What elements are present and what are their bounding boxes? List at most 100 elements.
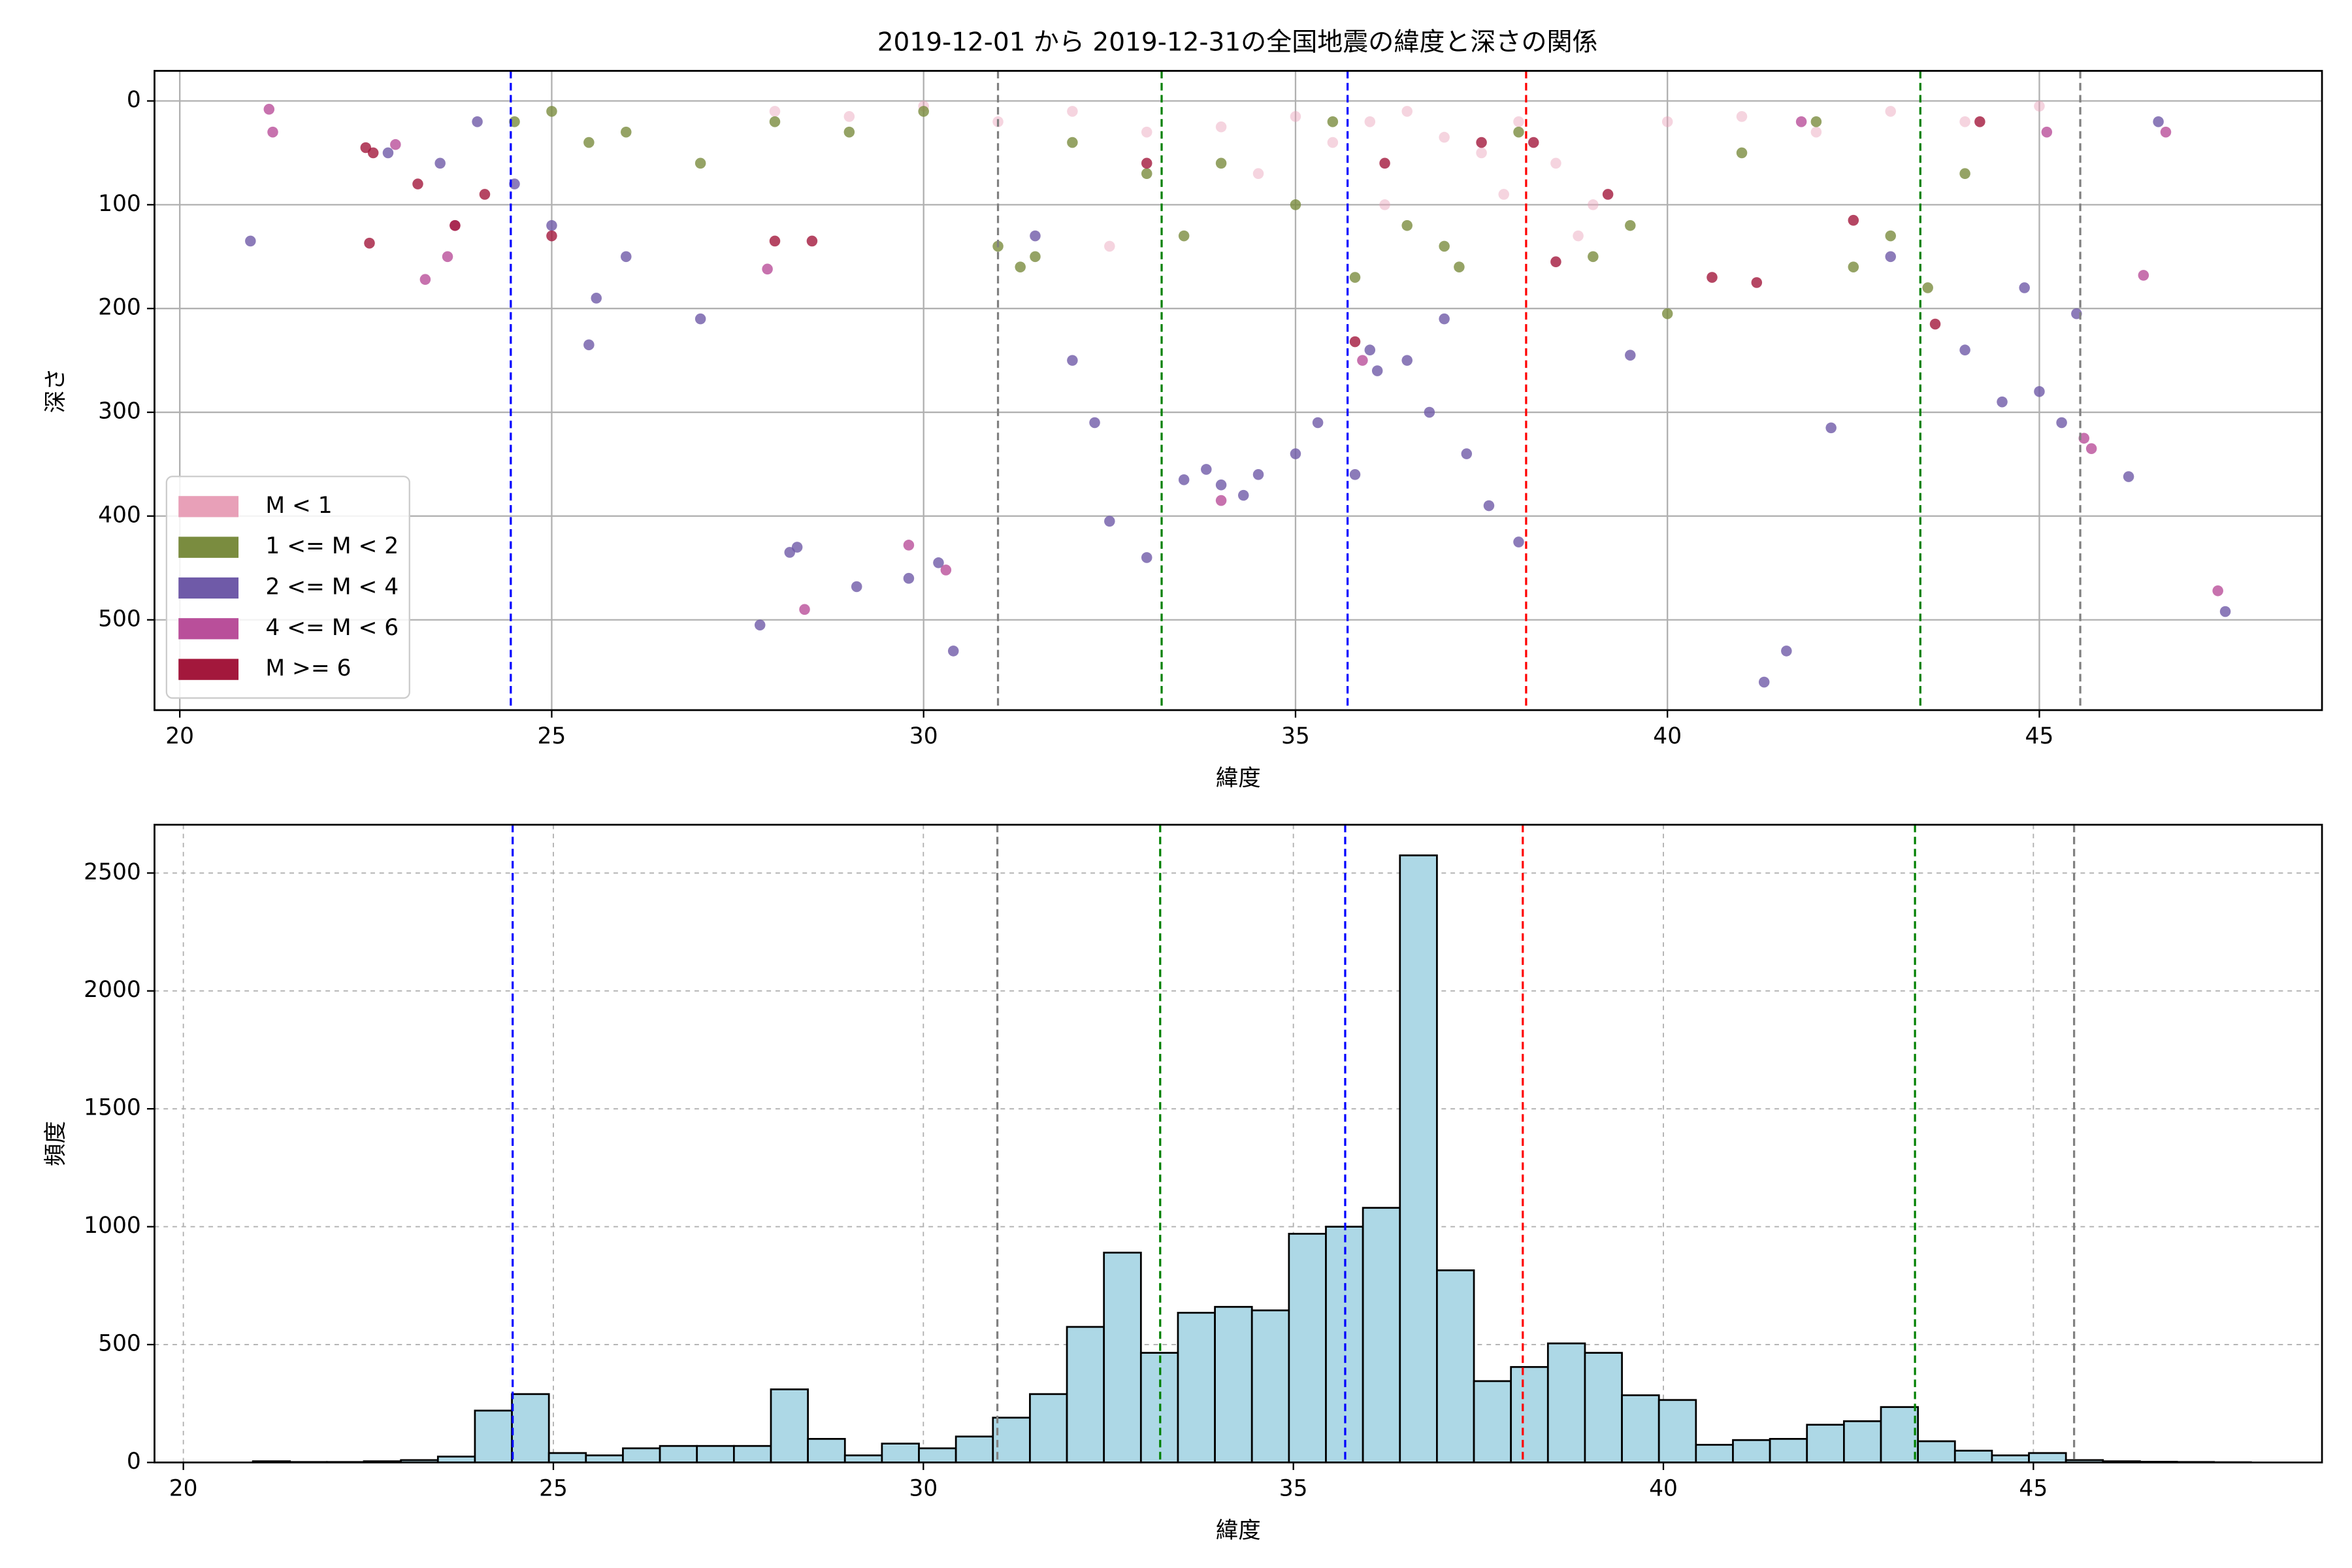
point — [1401, 106, 1413, 117]
point — [1588, 251, 1599, 263]
legend: M < 1 1 <= M < 2 2 <= M < 4 4 <= M < 6 M >= … — [165, 476, 410, 699]
point — [769, 235, 781, 247]
point — [1885, 251, 1897, 263]
point — [1104, 240, 1115, 252]
point — [449, 220, 461, 231]
point — [2212, 585, 2223, 596]
bar — [1436, 1269, 1475, 1463]
point — [2085, 443, 2097, 454]
point — [1141, 157, 1152, 169]
point — [1401, 355, 1413, 366]
point — [1959, 344, 1970, 356]
y-axis-label: 深さ — [43, 368, 69, 413]
bar — [474, 1409, 513, 1463]
point — [1573, 230, 1584, 242]
point — [769, 116, 781, 127]
bar — [1732, 1439, 1771, 1463]
y-tick-label: 0 — [127, 1448, 141, 1475]
point — [1602, 189, 1614, 200]
point — [694, 157, 706, 169]
x-tick-label: 35 — [1281, 723, 1310, 749]
point — [546, 106, 557, 117]
point — [1215, 121, 1227, 133]
y-tick-label: 2500 — [84, 859, 141, 885]
bar — [1806, 1424, 1845, 1463]
point — [1215, 495, 1227, 506]
bar — [1991, 1454, 2030, 1463]
point — [791, 542, 803, 553]
point — [2123, 471, 2134, 482]
point — [799, 604, 810, 615]
bar — [1584, 1352, 1623, 1463]
point — [1379, 199, 1390, 210]
point — [1736, 147, 1748, 159]
point — [2034, 101, 2045, 112]
bar — [547, 1452, 587, 1463]
bar — [659, 1445, 698, 1463]
bar — [955, 1435, 994, 1463]
point — [1424, 406, 1435, 418]
point — [1588, 199, 1599, 210]
point — [1476, 147, 1487, 159]
bar — [1066, 1326, 1105, 1463]
point — [1848, 214, 1859, 226]
bar — [992, 1416, 1031, 1463]
point — [762, 263, 773, 275]
point — [1758, 676, 1770, 688]
point — [583, 339, 595, 351]
point — [940, 564, 952, 576]
bar — [770, 1388, 809, 1463]
point — [1528, 137, 1539, 148]
y-tick-label: 300 — [98, 398, 141, 424]
point — [1513, 536, 1524, 547]
point — [1290, 448, 1301, 459]
point — [1364, 116, 1376, 127]
point — [2041, 126, 2053, 138]
bar — [696, 1445, 735, 1463]
point — [1290, 199, 1301, 210]
point — [903, 572, 915, 584]
x-axis-label: 緯度 — [1216, 1518, 1261, 1544]
legend-label: 1 <= M < 2 — [265, 533, 399, 559]
point — [1290, 111, 1301, 122]
point — [806, 235, 818, 247]
point — [1089, 417, 1100, 429]
point — [479, 189, 491, 200]
point — [1707, 272, 1718, 283]
bar — [1399, 854, 1438, 1463]
bar — [1029, 1393, 1068, 1463]
point — [263, 103, 275, 115]
point — [367, 147, 379, 159]
point — [1030, 230, 1041, 242]
point — [1513, 116, 1524, 127]
point — [1997, 396, 2008, 408]
point — [2034, 385, 2045, 397]
bar — [1288, 1233, 1327, 1463]
point — [1201, 464, 1212, 475]
bar — [1510, 1365, 1549, 1463]
point — [1848, 261, 1859, 272]
point — [947, 645, 959, 657]
point — [546, 230, 557, 242]
point — [1439, 313, 1450, 325]
axes: 20 25 30 35 40 45 0 100 200 300 400 500 緯度 深さ M < 1 1 <… — [43, 70, 2323, 792]
legend-label: 4 <= M < 6 — [265, 615, 399, 641]
bar — [1621, 1394, 1660, 1463]
bar — [918, 1447, 957, 1463]
bar — [1842, 1420, 1882, 1463]
x-tick-label: 35 — [1279, 1475, 1308, 1501]
point — [1104, 515, 1115, 527]
point — [1625, 350, 1636, 361]
bar — [1177, 1311, 1216, 1463]
point — [2219, 606, 2231, 617]
point — [1550, 256, 1561, 268]
plot-area — [245, 71, 2231, 710]
point — [412, 178, 423, 189]
point — [2153, 116, 2164, 127]
point — [442, 251, 453, 263]
x-tick-label: 45 — [2019, 1475, 2048, 1501]
bar — [732, 1445, 772, 1463]
point — [1327, 137, 1339, 148]
